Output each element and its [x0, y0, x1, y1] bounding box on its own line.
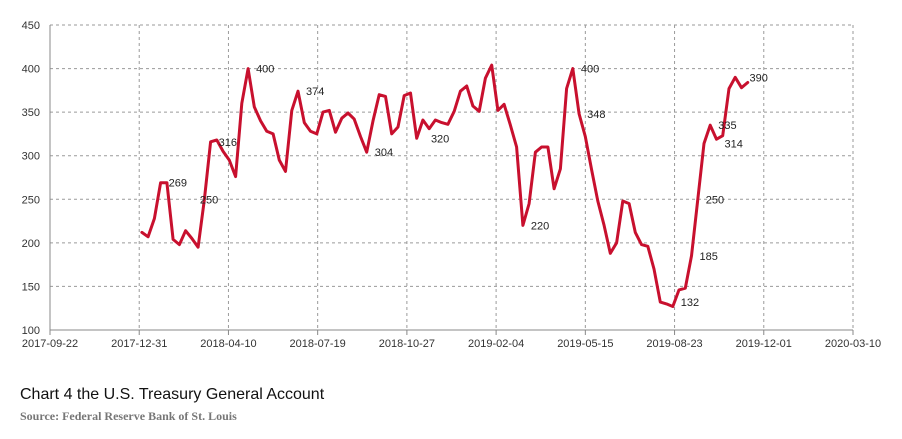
- y-tick-label: 400: [22, 64, 40, 76]
- data-label: 400: [256, 64, 274, 76]
- y-tick-label: 350: [22, 107, 40, 119]
- y-tick-label: 100: [22, 325, 40, 337]
- data-label: 400: [581, 64, 599, 76]
- data-label: 220: [531, 220, 549, 232]
- x-tick-label: 2018-10-27: [379, 338, 435, 350]
- data-label: 269: [169, 178, 187, 190]
- data-label: 250: [200, 194, 218, 206]
- y-tick-label: 450: [22, 20, 40, 32]
- x-tick-label: 2019-08-23: [646, 338, 702, 350]
- data-label: 132: [681, 297, 699, 309]
- x-tick-label: 2018-07-19: [290, 338, 346, 350]
- y-axis-tick-labels: 100 150 200 250 300 350 400 450: [22, 20, 40, 337]
- x-tick-label: 2017-09-22: [22, 338, 78, 350]
- data-label: 185: [700, 251, 718, 263]
- x-tick-label: 2019-02-04: [468, 338, 524, 350]
- y-tick-label: 150: [22, 281, 40, 293]
- data-label: 250: [706, 194, 724, 206]
- x-tick-label: 2020-03-10: [825, 338, 881, 350]
- x-tick-label: 2019-12-01: [736, 338, 792, 350]
- y-tick-label: 200: [22, 238, 40, 250]
- chart-caption-title: Chart 4 the U.S. Treasury General Accoun…: [20, 386, 325, 403]
- series-tga-balance: [140, 63, 750, 308]
- x-tick-label: 2017-12-31: [111, 338, 167, 350]
- x-tick-label: 2019-05-15: [557, 338, 613, 350]
- data-labels: 269 250 316 400 374 304 320 220 400 348 132 185 250 3…: [169, 64, 768, 310]
- data-label: 374: [306, 86, 324, 98]
- y-tick-label: 250: [22, 194, 40, 206]
- data-label: 320: [431, 133, 449, 145]
- data-label: 335: [718, 120, 736, 132]
- data-label: 390: [749, 72, 767, 84]
- grid-lines: [49, 24, 854, 335]
- data-label: 316: [219, 137, 237, 149]
- series-line: [140, 63, 750, 308]
- data-label: 304: [375, 147, 393, 159]
- chart-source-note: Source: Federal Reserve Bank of St. Loui…: [20, 409, 237, 423]
- x-axis-tick-labels: 2017-09-22 2017-12-31 2018-04-10 2018-07-19…: [22, 338, 881, 350]
- y-tick-label: 300: [22, 151, 40, 163]
- data-label: 314: [724, 139, 742, 151]
- data-label: 348: [587, 109, 605, 121]
- x-tick-label: 2018-04-10: [200, 338, 256, 350]
